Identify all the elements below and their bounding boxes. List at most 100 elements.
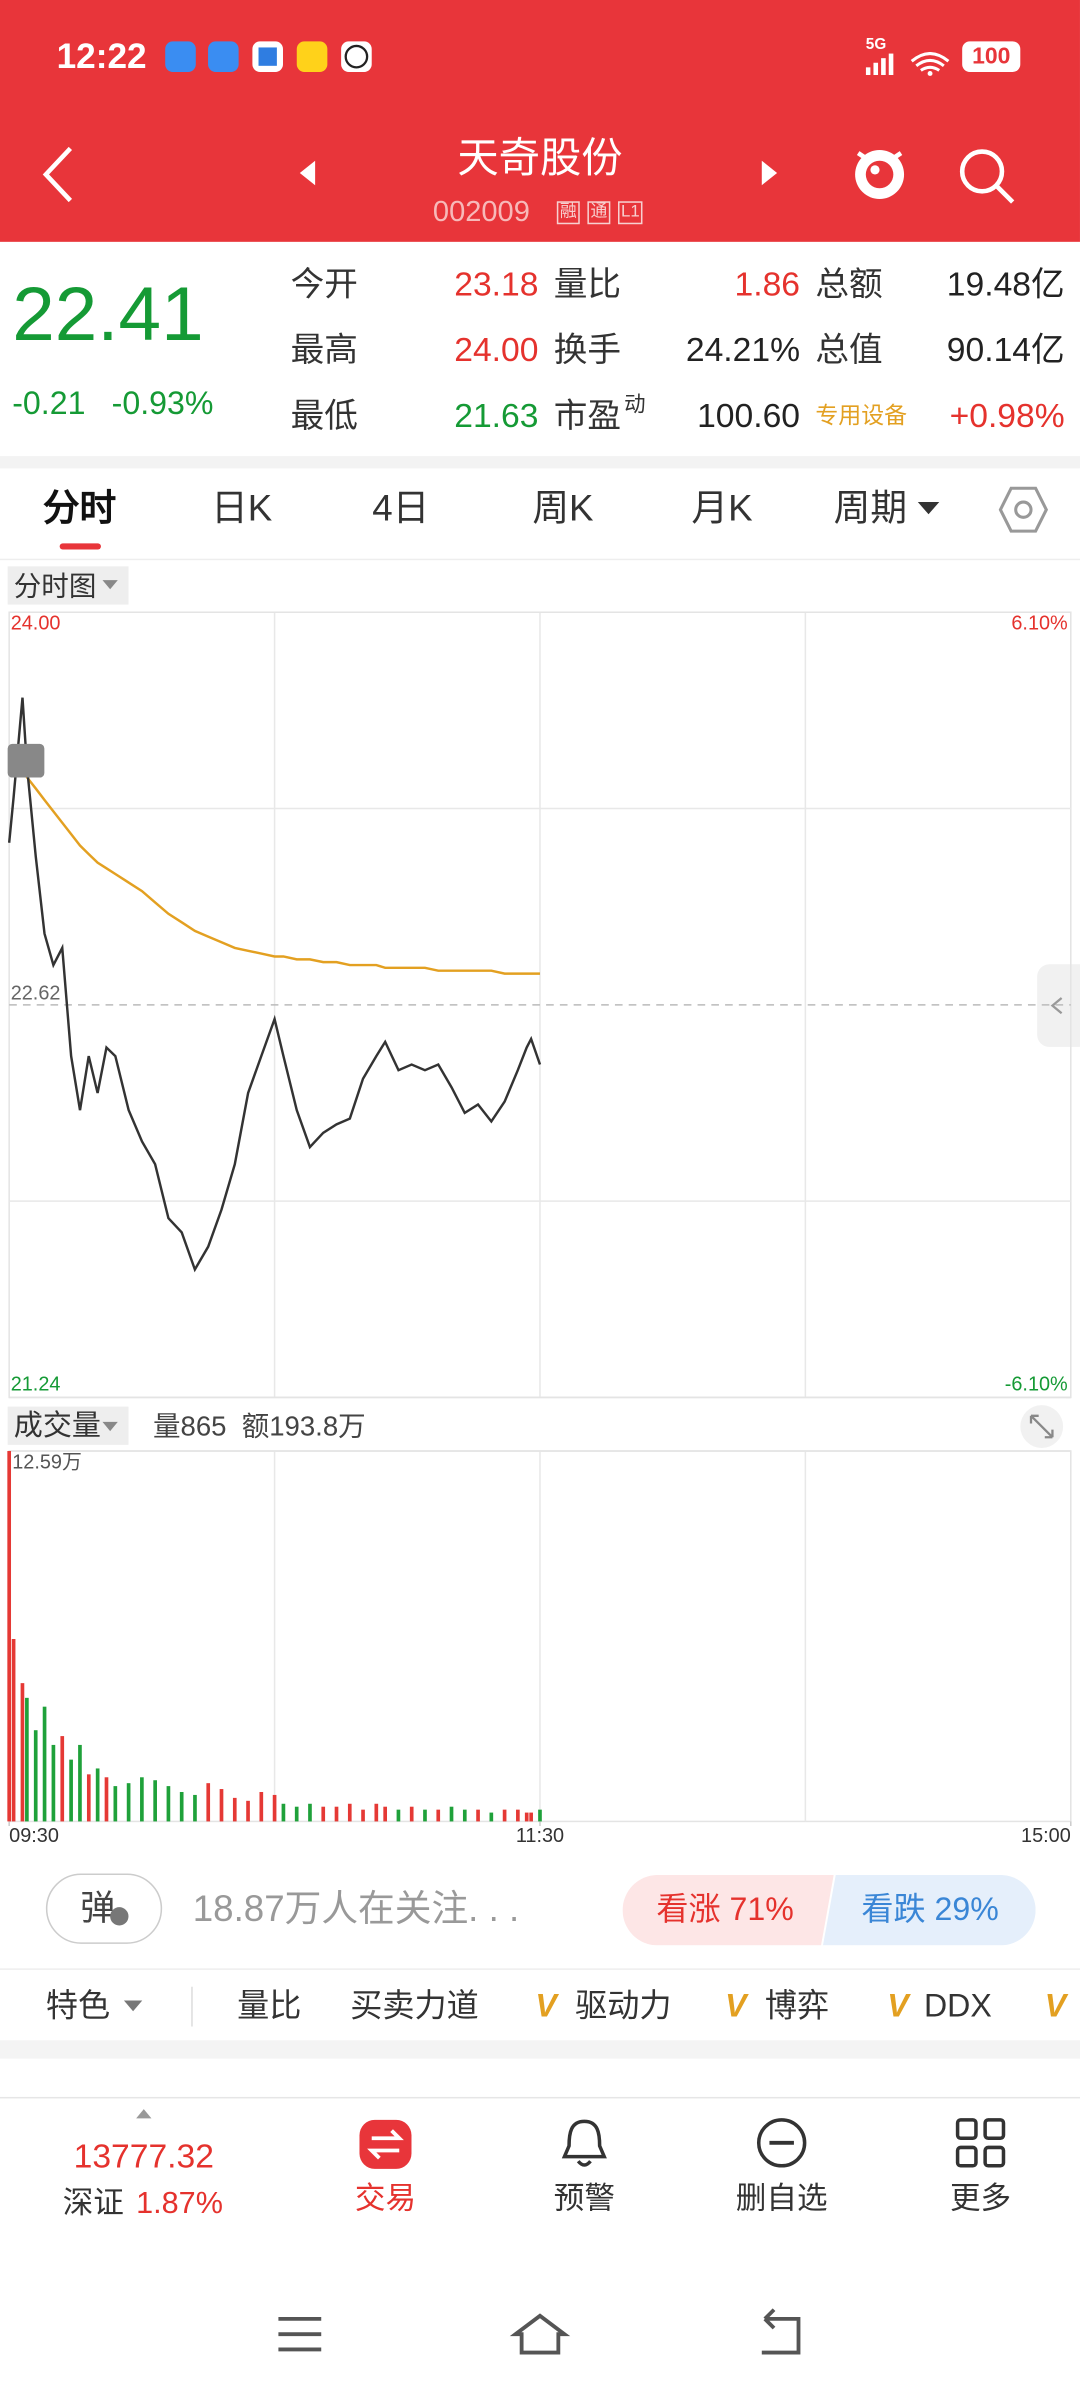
volume-bar [449, 1806, 454, 1822]
volume-bar [42, 1706, 47, 1822]
next-stock[interactable] [759, 159, 780, 187]
tab[interactable]: 4日 [372, 488, 430, 530]
volume-bar [33, 1730, 38, 1822]
volume-bar [193, 1794, 197, 1822]
price-change: -0.21 [12, 386, 86, 422]
nav-label[interactable]: 交易 [354, 2182, 417, 2217]
index-change: 1.87% [136, 2187, 223, 2221]
network-label: 5G [865, 36, 887, 54]
tab[interactable]: 月K [691, 488, 753, 530]
x-tick-label: 11:30 [516, 1825, 564, 1847]
trade-icon[interactable] [358, 2118, 413, 2170]
stat-label: 量比 [553, 264, 622, 304]
indicator-tab[interactable]: 特色 [45, 1989, 111, 2025]
stat-value: +0.98% [949, 396, 1065, 435]
y-tick-label: 22.62 [11, 982, 61, 1004]
y-tick-label: 24.00 [11, 613, 61, 635]
indicator-tab[interactable]: 量比 [237, 1989, 302, 2025]
handle-arrow [1050, 997, 1063, 1015]
indicator-tab[interactable]: 驱动力 [575, 1989, 672, 2025]
tab[interactable]: 分时 [42, 488, 117, 530]
expand-icon [1029, 1414, 1054, 1439]
dropdown-arrow [102, 1421, 118, 1432]
bullish-label: 看涨 71% [656, 1892, 794, 1928]
y-tick-label: 12.59万 [12, 1452, 82, 1474]
alert-icon[interactable] [557, 2115, 612, 2170]
divider [191, 1986, 193, 2027]
status-time: 12:22 [56, 35, 147, 76]
more-icon[interactable] [953, 2115, 1008, 2170]
volume-bar [140, 1777, 144, 1822]
volume-bar [423, 1809, 427, 1822]
x-tick-label: 09:30 [9, 1825, 59, 1847]
stat-value: 1.86 [734, 264, 801, 304]
tab[interactable]: 周期 [833, 488, 908, 530]
search-button[interactable] [955, 144, 1019, 208]
volume-title: 成交量 [13, 1410, 101, 1443]
stat-value: 100.60 [697, 396, 801, 435]
x-tick-label: 15:00 [1021, 1825, 1071, 1847]
remove-watch-icon[interactable] [754, 2115, 809, 2170]
nav-label[interactable]: 删自选 [735, 2182, 828, 2217]
price-line [7, 697, 542, 1273]
stat-label: 总值 [815, 330, 883, 369]
divider [0, 2040, 1080, 2059]
danmaku-button[interactable] [45, 1873, 163, 1944]
prev-stock[interactable] [297, 159, 318, 187]
indicator-tab[interactable]: 买卖力道 [350, 1989, 479, 2025]
volume-bar [153, 1780, 157, 1822]
price-change-pct: -0.93% [111, 386, 214, 422]
volume-bar [259, 1791, 264, 1822]
dropdown-arrow [102, 580, 118, 590]
stat-label: 换手 [553, 330, 622, 369]
nav-label[interactable]: 预警 [553, 2182, 615, 2217]
volume-bar [361, 1809, 365, 1822]
tab[interactable]: 周K [532, 488, 594, 530]
volume-bar [462, 1809, 467, 1822]
volume-bar [502, 1809, 507, 1822]
mascot-button[interactable] [849, 141, 910, 205]
dropdown-arrow [917, 502, 940, 515]
divider [0, 2096, 1080, 2099]
danmaku-toggle [110, 1907, 129, 1926]
back-button[interactable] [37, 144, 83, 205]
volume-bar [334, 1806, 339, 1822]
volume-bar [7, 1451, 12, 1822]
settings-button[interactable] [997, 484, 1049, 536]
tab[interactable]: 日K [211, 488, 273, 530]
volume-bar [69, 1759, 73, 1822]
volume-bar [321, 1806, 326, 1822]
battery [962, 41, 1021, 72]
volume-bar [60, 1736, 65, 1822]
volume-bar [294, 1806, 299, 1822]
index-value[interactable]: 13777.32 [73, 2136, 214, 2175]
stat-label: 专用设备 [815, 403, 908, 430]
last-price: 22.41 [12, 270, 204, 357]
stat-label: 今开 [290, 264, 358, 304]
signal-marker [7, 743, 45, 778]
divider [0, 1968, 1080, 1970]
volume-bar [179, 1791, 184, 1822]
stat-label: 总额 [815, 264, 883, 304]
volume-bar [232, 1797, 237, 1822]
stat-value: 23.18 [454, 264, 539, 304]
nav-label[interactable]: 更多 [949, 2182, 1012, 2217]
stat-value: 90.14亿 [946, 330, 1065, 369]
volume-bar [476, 1809, 480, 1822]
stat-value: 21.63 [454, 396, 539, 435]
volume-bar [396, 1809, 401, 1822]
indicator-tab[interactable]: 博弈 [764, 1989, 830, 2025]
volume-bar [374, 1803, 379, 1822]
dropdown-arrow [123, 2000, 143, 2012]
stat-value: 19.48亿 [946, 264, 1065, 304]
bullish-button[interactable] [622, 1874, 834, 1946]
indicator-tab[interactable]: DDX [923, 1989, 992, 2025]
bearish-button[interactable] [822, 1874, 1036, 1946]
bearish-label: 看跌 29% [861, 1892, 999, 1928]
tag: 融 [556, 201, 580, 225]
y2-tick-label: 6.10% [1011, 613, 1067, 635]
price-line [8, 753, 540, 975]
volume-bar [489, 1812, 494, 1822]
